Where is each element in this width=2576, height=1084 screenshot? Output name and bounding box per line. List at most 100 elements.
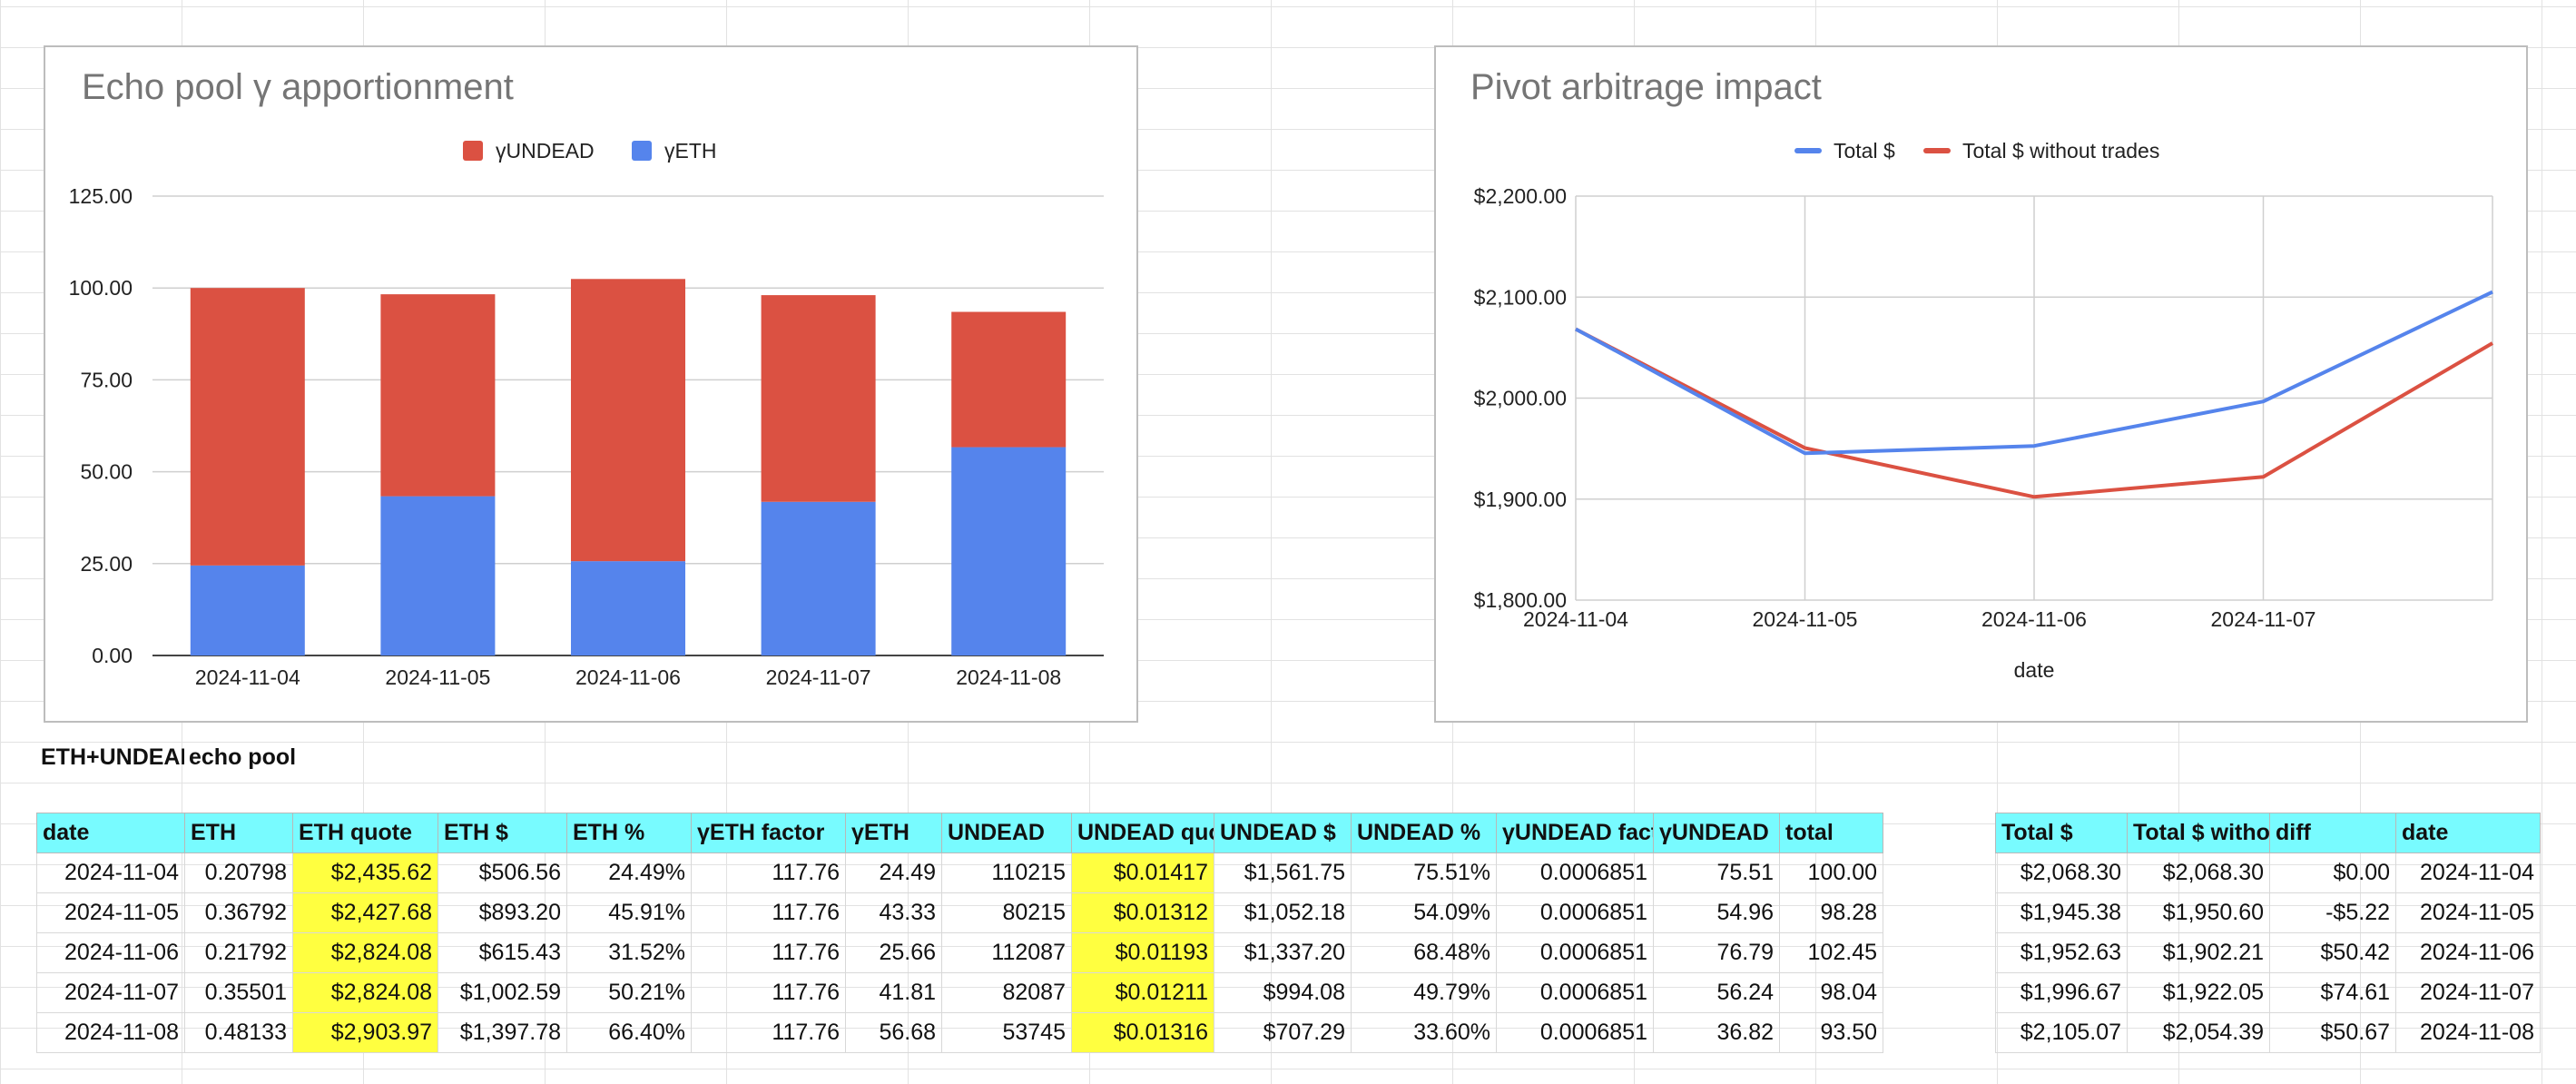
main_table-header-cell[interactable]: ETH %: [566, 813, 692, 853]
side_table-cell[interactable]: $50.67: [2269, 1012, 2396, 1053]
main_table-cell[interactable]: $1,397.78: [438, 1012, 567, 1053]
main_table-cell[interactable]: $1,002.59: [438, 972, 567, 1013]
main_table-cell[interactable]: 45.91%: [566, 892, 692, 933]
main_table-cell[interactable]: 100.00: [1779, 852, 1883, 893]
side_table-cell[interactable]: 2024-11-08: [2395, 1012, 2541, 1053]
side_table-cell[interactable]: 2024-11-06: [2395, 932, 2541, 973]
main_table-cell[interactable]: 98.28: [1779, 892, 1883, 933]
side_table-cell[interactable]: $2,068.30: [1995, 852, 2128, 893]
main_table-cell[interactable]: 0.0006851: [1496, 1012, 1654, 1053]
main_table-cell[interactable]: $994.08: [1214, 972, 1352, 1013]
side_table-cell[interactable]: $2,054.39: [2127, 1012, 2270, 1053]
main_table-cell[interactable]: 117.76: [691, 1012, 846, 1053]
main_table-cell[interactable]: 2024-11-04: [36, 852, 185, 893]
main_table-header-cell[interactable]: total: [1779, 813, 1883, 853]
main_table-cell[interactable]: 49.79%: [1351, 972, 1497, 1013]
main_table-header-cell[interactable]: γETH factor: [691, 813, 846, 853]
side_table-header-cell[interactable]: diff: [2269, 813, 2396, 853]
side_table-cell[interactable]: $1,996.67: [1995, 972, 2128, 1013]
main_table-cell[interactable]: $1,561.75: [1214, 852, 1352, 893]
side_table-cell[interactable]: $1,950.60: [2127, 892, 2270, 933]
side_table-cell[interactable]: 2024-11-04: [2395, 852, 2541, 893]
main_table-cell[interactable]: 0.0006851: [1496, 892, 1654, 933]
main_table-cell[interactable]: 24.49: [845, 852, 942, 893]
main_table-cell[interactable]: $0.01312: [1071, 892, 1214, 933]
side_table-cell[interactable]: $0.00: [2269, 852, 2396, 893]
main_table-cell[interactable]: 0.20798: [184, 852, 293, 893]
main_table-cell[interactable]: 98.04: [1779, 972, 1883, 1013]
main_table-cell[interactable]: 112087: [941, 932, 1072, 973]
side_table-cell[interactable]: $1,902.21: [2127, 932, 2270, 973]
main_table-cell[interactable]: 117.76: [691, 892, 846, 933]
main_table-cell[interactable]: 110215: [941, 852, 1072, 893]
main_table-header-cell[interactable]: ETH $: [438, 813, 567, 853]
main_table-cell[interactable]: 54.96: [1653, 892, 1780, 933]
main_table-cell[interactable]: 0.35501: [184, 972, 293, 1013]
main_table-cell[interactable]: 56.68: [845, 1012, 942, 1053]
main_table-cell[interactable]: $2,435.62: [292, 852, 438, 893]
main_table-cell[interactable]: 31.52%: [566, 932, 692, 973]
side_table-header-cell[interactable]: Total $: [1995, 813, 2128, 853]
main_table-cell[interactable]: 80215: [941, 892, 1072, 933]
apportionment-chart[interactable]: Echo pool γ apportionment 0.00 25.00 50.00…: [44, 45, 1138, 723]
main_table-cell[interactable]: 2024-11-06: [36, 932, 185, 973]
main_table-cell[interactable]: 41.81: [845, 972, 942, 1013]
main_table-cell[interactable]: 0.21792: [184, 932, 293, 973]
main_table-cell[interactable]: $615.43: [438, 932, 567, 973]
side_table-cell[interactable]: $1,952.63: [1995, 932, 2128, 973]
main_table-cell[interactable]: 117.76: [691, 852, 846, 893]
main_table-header-cell[interactable]: γUNDEAD: [1653, 813, 1780, 853]
main_table-cell[interactable]: 93.50: [1779, 1012, 1883, 1053]
main_table-cell[interactable]: 117.76: [691, 932, 846, 973]
side_table-cell[interactable]: $1,945.38: [1995, 892, 2128, 933]
side_table-cell[interactable]: 2024-11-07: [2395, 972, 2541, 1013]
main_table-cell[interactable]: $2,824.08: [292, 972, 438, 1013]
main_table-cell[interactable]: 0.36792: [184, 892, 293, 933]
main_table-header-cell[interactable]: γUNDEAD factor: [1496, 813, 1654, 853]
main_table-cell[interactable]: 102.45: [1779, 932, 1883, 973]
main_table-cell[interactable]: $893.20: [438, 892, 567, 933]
side_table-cell[interactable]: $1,922.05: [2127, 972, 2270, 1013]
main_table-cell[interactable]: $2,427.68: [292, 892, 438, 933]
main_table-cell[interactable]: 68.48%: [1351, 932, 1497, 973]
main_table-cell[interactable]: 75.51%: [1351, 852, 1497, 893]
main_table-cell[interactable]: $0.01211: [1071, 972, 1214, 1013]
main_table-cell[interactable]: 33.60%: [1351, 1012, 1497, 1053]
main_table-header-cell[interactable]: ETH quote: [292, 813, 438, 853]
side_table-header-cell[interactable]: date: [2395, 813, 2541, 853]
side_table-cell[interactable]: $2,068.30: [2127, 852, 2270, 893]
main_table-header-cell[interactable]: UNDEAD: [941, 813, 1072, 853]
main_table-cell[interactable]: 75.51: [1653, 852, 1780, 893]
main_table-cell[interactable]: 0.0006851: [1496, 852, 1654, 893]
main_table-cell[interactable]: 0.48133: [184, 1012, 293, 1053]
main_table-cell[interactable]: 0.0006851: [1496, 932, 1654, 973]
main_table-cell[interactable]: 56.24: [1653, 972, 1780, 1013]
main_table-cell[interactable]: $0.01193: [1071, 932, 1214, 973]
side_table-cell[interactable]: $2,105.07: [1995, 1012, 2128, 1053]
main_table-cell[interactable]: 2024-11-05: [36, 892, 185, 933]
side_table-header-cell[interactable]: Total $ without trades: [2127, 813, 2270, 853]
main_table-cell[interactable]: 53745: [941, 1012, 1072, 1053]
main_table-cell[interactable]: $1,052.18: [1214, 892, 1352, 933]
main_table-cell[interactable]: 2024-11-07: [36, 972, 185, 1013]
main_table-header-cell[interactable]: γETH: [845, 813, 942, 853]
main_table-cell[interactable]: 54.09%: [1351, 892, 1497, 933]
main_table-cell[interactable]: 66.40%: [566, 1012, 692, 1053]
side_table-cell[interactable]: 2024-11-05: [2395, 892, 2541, 933]
main_table-cell[interactable]: $2,824.08: [292, 932, 438, 973]
main_table-header-cell[interactable]: UNDEAD $: [1214, 813, 1352, 853]
main_table-cell[interactable]: $0.01417: [1071, 852, 1214, 893]
main_table-header-cell[interactable]: ETH: [184, 813, 293, 853]
arbitrage-chart[interactable]: Pivot arbitrage impact $1,800.00 $1,900.0…: [1434, 45, 2528, 723]
main_table-cell[interactable]: $506.56: [438, 852, 567, 893]
main_table-cell[interactable]: 43.33: [845, 892, 942, 933]
main_table-cell[interactable]: 117.76: [691, 972, 846, 1013]
side_table-cell[interactable]: $74.61: [2269, 972, 2396, 1013]
main_table-cell[interactable]: 76.79: [1653, 932, 1780, 973]
main_table-header-cell[interactable]: date: [36, 813, 185, 853]
main_table-cell[interactable]: 25.66: [845, 932, 942, 973]
side_table-cell[interactable]: $50.42: [2269, 932, 2396, 973]
main_table-cell[interactable]: $1,337.20: [1214, 932, 1352, 973]
main_table-cell[interactable]: 82087: [941, 972, 1072, 1013]
side_table-cell[interactable]: -$5.22: [2269, 892, 2396, 933]
